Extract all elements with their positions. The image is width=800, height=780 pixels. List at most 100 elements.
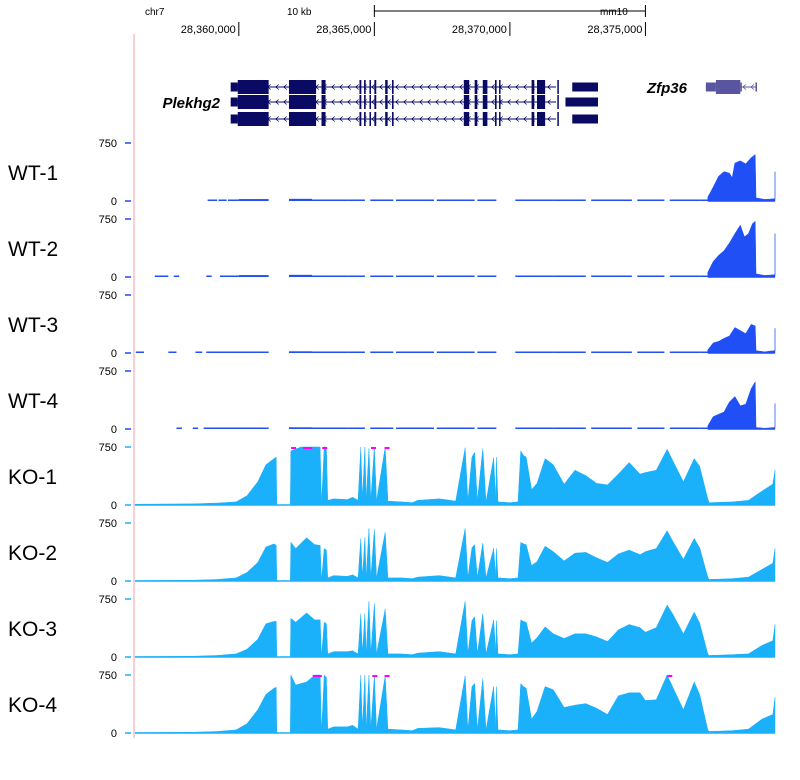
exon-cds — [494, 80, 497, 94]
gene-label[interactable]: Plekhg2 — [162, 95, 220, 112]
coverage-segment — [477, 199, 497, 201]
transcript[interactable] — [230, 80, 598, 94]
coverage-segment — [436, 199, 475, 201]
strand-arrow-icon — [459, 116, 463, 122]
coverage-segment — [477, 351, 497, 353]
exon-cds — [463, 80, 470, 94]
track-ko-3[interactable]: KO-3 750 0 — [8, 594, 776, 664]
track-label: KO-2 — [8, 542, 57, 565]
clipped-marker — [372, 675, 378, 677]
clipped-marker — [384, 447, 390, 449]
strand-arrow-icon — [515, 84, 519, 90]
strand-arrow-icon — [427, 116, 431, 122]
track-wt-1[interactable]: WT-1 750 0 — [8, 138, 776, 208]
x-tick-label: 28,370,000 — [452, 24, 507, 36]
coverage-segment — [370, 199, 394, 201]
transcript[interactable] — [230, 95, 598, 109]
track-label: WT-3 — [8, 314, 58, 337]
strand-arrow-icon — [411, 116, 415, 122]
strand-arrow-icon — [411, 99, 415, 105]
coverage-segment — [288, 198, 313, 201]
coverage-segment — [219, 275, 239, 277]
coverage-segment — [637, 199, 665, 201]
exon-cds — [237, 80, 269, 94]
coverage-segment — [669, 199, 700, 201]
track-ko-4[interactable]: KO-4 750 0 — [8, 670, 776, 740]
coverage-segment — [396, 199, 434, 201]
coverage-segment — [553, 427, 586, 429]
exon-cds — [474, 80, 478, 94]
strand-arrow-icon — [331, 84, 335, 90]
exon-utr — [572, 82, 598, 92]
strand-arrow-icon — [275, 116, 279, 122]
strand-arrow-icon — [443, 99, 447, 105]
transcript[interactable] — [230, 112, 598, 126]
coverage-segment — [591, 275, 632, 277]
exon-cds — [364, 112, 366, 126]
strand-arrow-icon — [443, 116, 447, 122]
coverage-segment — [370, 351, 394, 353]
track-ko-2[interactable]: KO-2 750 0 — [8, 518, 776, 588]
coverage-segment — [669, 351, 700, 353]
coverage-segment — [227, 427, 269, 429]
strand-arrow-icon — [371, 84, 375, 90]
assembly-label: mm10 — [600, 7, 628, 18]
track-wt-3[interactable]: WT-3 750 0 — [8, 290, 776, 360]
coverage-area — [707, 220, 776, 278]
exon-cds — [321, 80, 326, 94]
coverage-segment — [370, 275, 394, 277]
coverage-segment — [312, 427, 348, 429]
strand-arrow-icon — [339, 84, 343, 90]
strand-arrow-icon — [491, 99, 495, 105]
strand-arrow-icon — [395, 99, 399, 105]
strand-arrow-icon — [419, 99, 423, 105]
clipped-marker — [291, 447, 297, 449]
strand-arrow-icon — [515, 99, 519, 105]
transcript[interactable] — [705, 80, 757, 94]
coverage-area — [134, 528, 776, 582]
strand-arrow-icon — [331, 116, 335, 122]
strand-arrow-icon — [395, 116, 399, 122]
coverage-segment — [218, 199, 227, 201]
strand-arrow-icon — [491, 116, 495, 122]
strand-arrow-icon — [523, 84, 527, 90]
strand-arrow-icon — [283, 84, 287, 90]
exon-cds — [463, 95, 470, 109]
coverage-segment — [515, 351, 554, 353]
strand-arrow-icon — [363, 84, 367, 90]
gene-label[interactable]: Zfp36 — [646, 80, 688, 97]
gene-zfp36[interactable]: Zfp36 — [646, 80, 757, 97]
track-wt-4[interactable]: WT-4 750 0 — [8, 366, 776, 436]
exon-cds — [374, 80, 377, 94]
strand-arrow-icon — [507, 99, 511, 105]
exon-cds — [557, 80, 559, 94]
track-ko-1[interactable]: KO-1 750 0 — [8, 442, 776, 512]
exon-cds — [364, 95, 366, 109]
coverage-segment — [312, 275, 348, 277]
exon-cds — [391, 112, 394, 126]
strand-arrow-icon — [411, 84, 415, 90]
strand-arrow-icon — [435, 99, 439, 105]
coverage-segment — [206, 351, 228, 353]
strand-arrow-icon — [387, 116, 391, 122]
y-tick-label-min: 0 — [111, 500, 117, 512]
coverage-segment — [203, 427, 228, 429]
strand-arrow-icon — [515, 116, 519, 122]
strand-arrow-icon — [419, 84, 423, 90]
exon-cds — [499, 80, 501, 94]
track-wt-2[interactable]: WT-2 750 0 — [8, 214, 776, 284]
clipped-marker — [322, 447, 328, 449]
exon-cds — [288, 80, 317, 94]
coverage-area — [134, 446, 776, 506]
coverage-segment — [396, 427, 434, 429]
y-tick-label-max: 750 — [99, 518, 117, 530]
strand-arrow-icon — [507, 84, 511, 90]
coverage-segment — [192, 427, 199, 429]
exon-cds — [499, 112, 501, 126]
strand-arrow-icon — [339, 99, 343, 105]
strand-arrow-icon — [363, 116, 367, 122]
strand-arrow-icon — [403, 116, 407, 122]
strand-arrow-icon — [491, 84, 495, 90]
exon-cds — [359, 80, 362, 94]
gene-plekhg2[interactable]: Plekhg2 — [162, 80, 598, 126]
